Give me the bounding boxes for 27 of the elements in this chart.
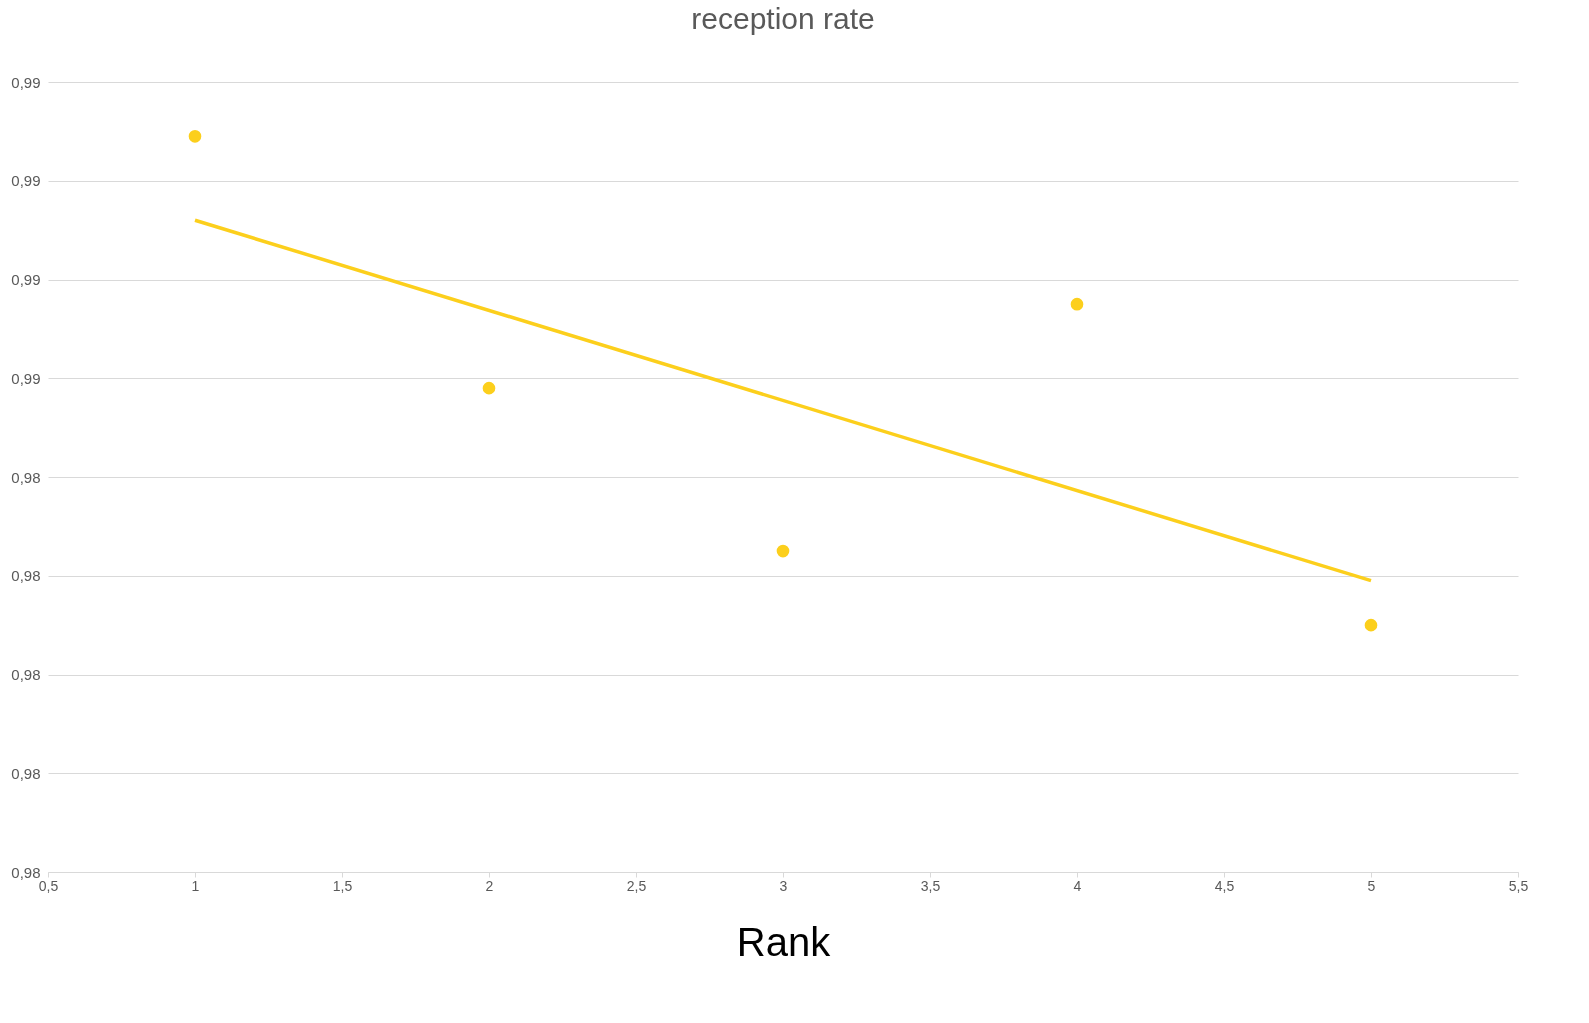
point bbox=[482, 381, 496, 395]
y-tick-label: 0,99 bbox=[11, 369, 41, 387]
x-tick-label: 5 bbox=[1367, 877, 1376, 894]
y-tick-label: 0,98 bbox=[11, 468, 41, 486]
point bbox=[1070, 297, 1084, 311]
chart-title: reception rate bbox=[691, 2, 875, 35]
y-tick-label: 0,98 bbox=[11, 764, 41, 782]
x-tick-label: 0,5 bbox=[38, 877, 59, 894]
x-tick-label: 2,5 bbox=[626, 877, 647, 894]
y-tick-label: 0,98 bbox=[11, 666, 41, 683]
x-tick-label: 3 bbox=[779, 877, 788, 894]
x-tick-label: 5,5 bbox=[1508, 877, 1529, 894]
point bbox=[1364, 618, 1378, 632]
x-tick-label: 4,5 bbox=[1214, 877, 1235, 894]
point bbox=[776, 544, 790, 558]
y-tick-label: 0,99 bbox=[11, 73, 41, 91]
y-tick-label: 0,99 bbox=[11, 271, 41, 288]
x-tick-label: 2 bbox=[485, 877, 494, 894]
x-axis-title: Rank bbox=[736, 919, 832, 964]
x-tick-label: 1,5 bbox=[332, 877, 353, 894]
x-tick-label: 1 bbox=[191, 877, 200, 894]
point bbox=[188, 130, 202, 143]
y-tick-label: 0,99 bbox=[11, 172, 41, 190]
x-tick-label: 3,5 bbox=[920, 877, 941, 894]
y-tick-label: 0,98 bbox=[11, 567, 41, 585]
y-tick-label: 0,98 bbox=[11, 863, 41, 881]
x-tick-label: 4 bbox=[1073, 877, 1082, 894]
